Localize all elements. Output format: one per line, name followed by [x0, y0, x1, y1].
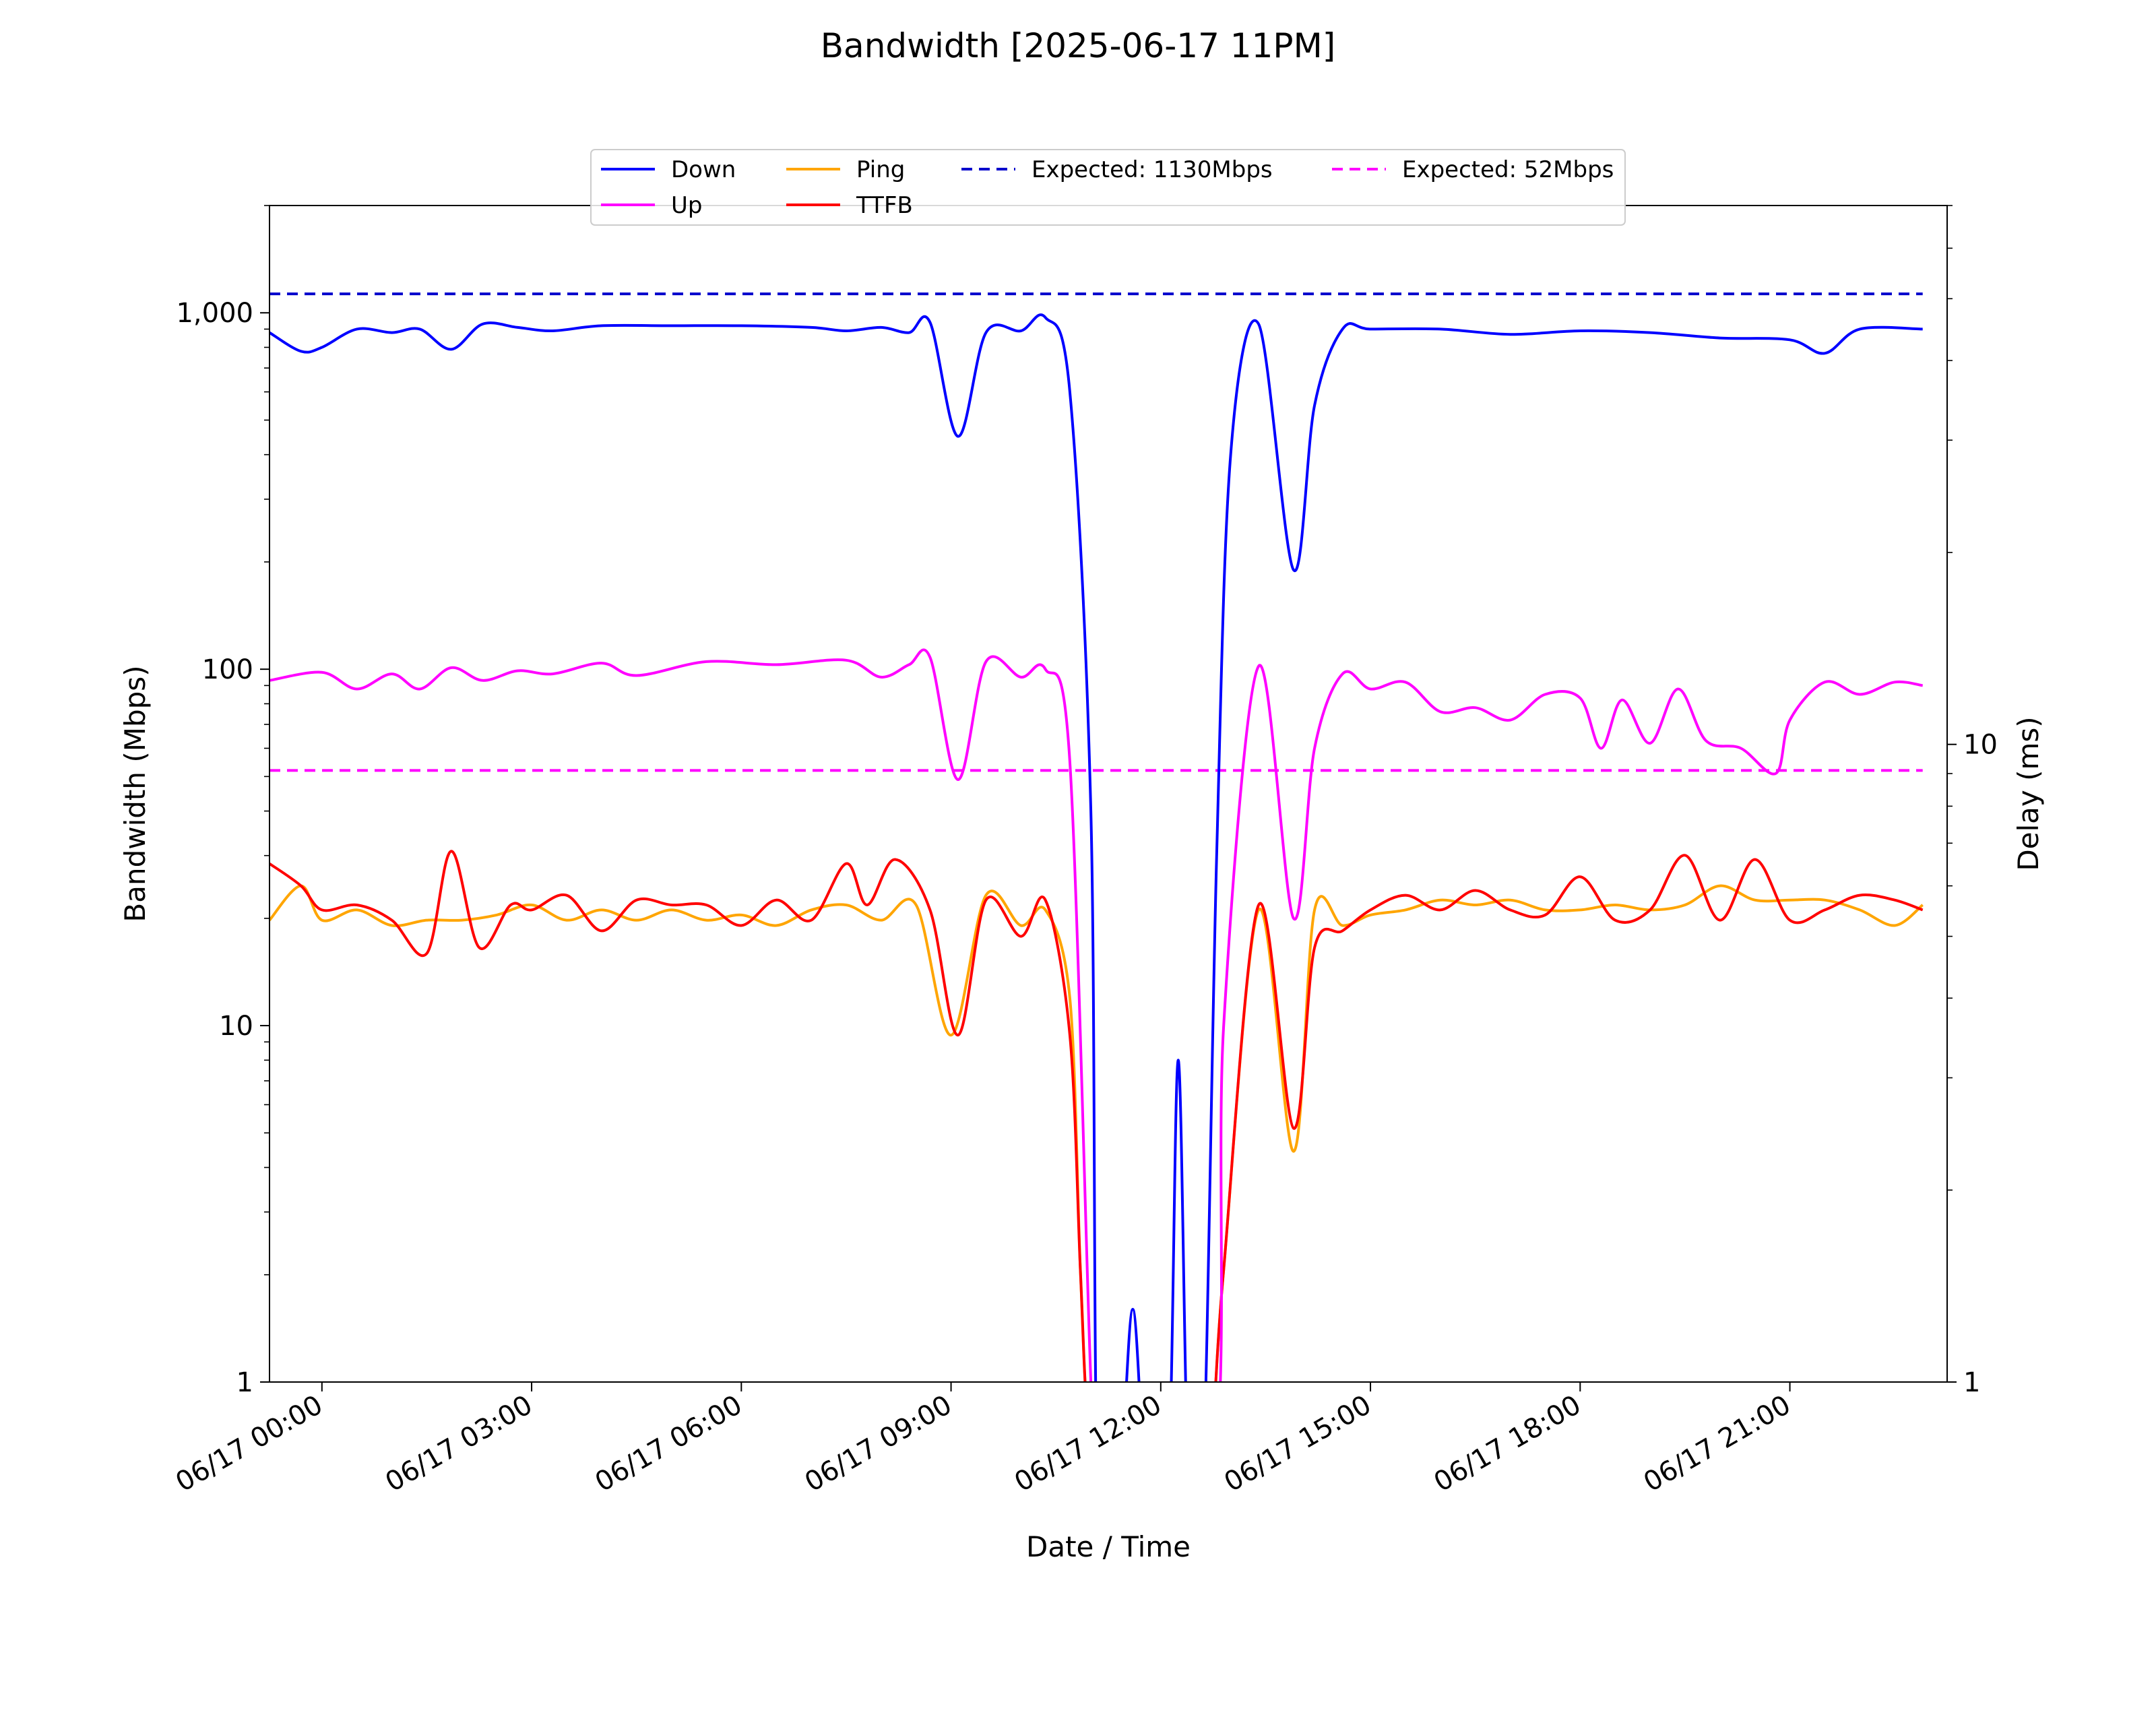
legend-frame — [590, 149, 1626, 226]
y-tick-label: 1 — [236, 1367, 253, 1398]
y-tick-label: 10 — [219, 1011, 253, 1042]
y-tick-label: 100 — [202, 654, 253, 685]
x-tick-label: 06/17 03:00 — [380, 1389, 538, 1498]
x-tick-label: 06/17 09:00 — [800, 1389, 957, 1498]
y2-axis-label: Delay (ms) — [2012, 716, 2045, 871]
x-axis-label: Date / Time — [1026, 1530, 1191, 1563]
axes: 06/17 00:00 06/17 03:00 06/17 06:00 06/17 0… — [170, 205, 1998, 1498]
y2-tick-label: 10 — [1963, 730, 1998, 761]
plot-lines — [270, 292, 1924, 1382]
y2-tick-label: 1 — [1963, 1367, 1980, 1398]
x-tick-label: 06/17 00:00 — [170, 1389, 328, 1498]
legend-label-ttfb: TTFB — [856, 192, 913, 219]
x-tick-label: 06/17 06:00 — [590, 1389, 748, 1498]
series-line-ttfb — [270, 850, 1924, 1382]
legend-label-expected-52mbps: Expected: 52Mbps — [1402, 156, 1614, 183]
y-axis-label: Bandwidth (Mbps) — [119, 665, 152, 922]
y-tick-label: 1,000 — [176, 298, 253, 329]
legend-label-expected-1130mbps: Expected: 1130Mbps — [1032, 156, 1273, 183]
series-line-ping — [270, 884, 1924, 1382]
legend: Down Up Ping TTFB Expected: 1130Mbps Expected… — [590, 149, 1626, 226]
series-line-up — [270, 648, 1924, 1382]
x-tick-label: 06/17 21:00 — [1639, 1389, 1796, 1498]
legend-label-down: Down — [671, 156, 736, 183]
x-tick-label: 06/17 15:00 — [1219, 1389, 1376, 1498]
chart-title: Bandwidth [2025-06-17 11PM] — [821, 26, 1335, 65]
plot-frame — [269, 205, 1948, 1383]
series-line-down — [270, 313, 1923, 1382]
x-tick-label: 06/17 18:00 — [1429, 1389, 1587, 1498]
x-tick-label: 06/17 12:00 — [1009, 1389, 1167, 1498]
legend-label-ping: Ping — [856, 156, 905, 183]
legend-label-up: Up — [671, 192, 702, 219]
